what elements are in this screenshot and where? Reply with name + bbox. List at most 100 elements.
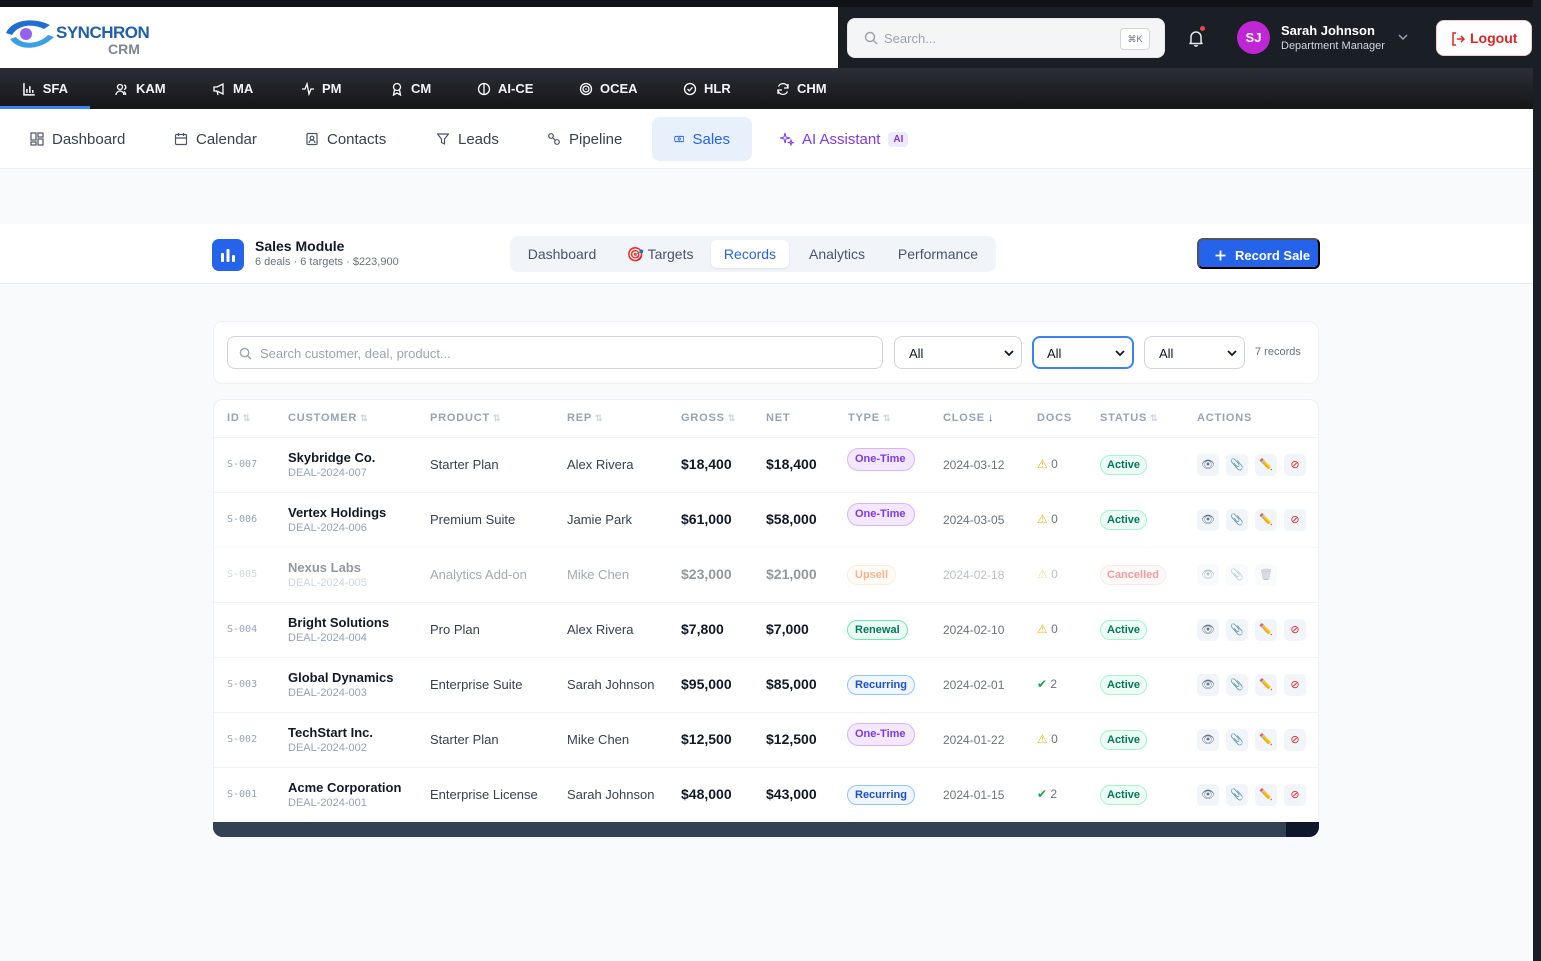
column-header-close[interactable]: CLOSE ↓	[943, 412, 994, 424]
table-row[interactable]: S-002 TechStart Inc. DEAL-2024-002 Starter …	[214, 712, 1318, 767]
table-row[interactable]: S-007 Skybridge Co. DEAL-2024-007 Starter P…	[214, 437, 1318, 492]
view-button[interactable]: 👁	[1197, 509, 1219, 531]
chevron-down-icon[interactable]	[1397, 31, 1409, 43]
view-button[interactable]: 👁	[1197, 729, 1219, 751]
notification-dot	[1199, 25, 1206, 32]
attach-button[interactable]: 📎	[1226, 619, 1248, 641]
view-button[interactable]: 👁	[1197, 674, 1219, 696]
notifications-button[interactable]	[1186, 25, 1206, 48]
module-tab-pm[interactable]: PM	[301, 68, 342, 109]
customer-name[interactable]: Acme Corporation	[288, 780, 402, 795]
tab-performance[interactable]: Performance	[897, 246, 979, 262]
attach-button[interactable]: 📎	[1226, 509, 1248, 531]
edit-button[interactable]: ✏️	[1255, 454, 1277, 476]
cancel-button[interactable]: ⊘	[1284, 784, 1306, 806]
subnav-ai-assistant[interactable]: AI Assistant AI	[780, 117, 909, 161]
tab-analytics[interactable]: Analytics	[808, 246, 866, 262]
view-button[interactable]: 👁	[1197, 784, 1219, 806]
edit-button[interactable]: ✏️	[1255, 784, 1277, 806]
global-search-placeholder: Search...	[884, 31, 937, 46]
table-row[interactable]: S-003 Global Dynamics DEAL-2024-003 Enterpr…	[214, 657, 1318, 712]
module-tab-ma[interactable]: MA	[212, 68, 253, 109]
edit-button[interactable]: ✏️	[1255, 729, 1277, 751]
table-row[interactable]: S-001 Acme Corporation DEAL-2024-001 Enterp…	[214, 767, 1318, 822]
filter-select-3[interactable]: All	[1144, 336, 1245, 369]
cancel-button[interactable]: ⊘	[1284, 729, 1306, 751]
logout-button[interactable]: Logout	[1436, 20, 1532, 56]
edit-button[interactable]: ✏️	[1255, 619, 1277, 641]
record-sale-button[interactable]: Record Sale	[1197, 238, 1320, 269]
avatar[interactable]: SJ	[1237, 21, 1270, 54]
attach-button[interactable]: 📎	[1226, 784, 1248, 806]
global-search[interactable]: Search... ⌘K	[847, 18, 1165, 58]
customer-name[interactable]: TechStart Inc.	[288, 725, 374, 740]
customer-name[interactable]: Global Dynamics	[288, 670, 394, 685]
edit-button[interactable]: ✏️	[1255, 509, 1277, 531]
tab-records[interactable]: Records	[711, 240, 789, 268]
delete-button[interactable]: 🗑	[1255, 564, 1277, 586]
column-header-type[interactable]: TYPE ⇅	[848, 412, 891, 424]
attach-button[interactable]: 📎	[1226, 564, 1248, 586]
subnav-contacts[interactable]: Contacts	[305, 117, 386, 161]
column-header-status[interactable]: STATUS ⇅	[1100, 412, 1159, 424]
tab-targets[interactable]: 🎯 Targets	[626, 246, 694, 262]
column-header-product[interactable]: PRODUCT ⇅	[430, 412, 501, 424]
records-search-field[interactable]	[227, 336, 883, 369]
subnav-pipeline[interactable]: Pipeline	[547, 117, 622, 161]
scrollbar-thumb[interactable]	[213, 822, 1286, 837]
subnav-dashboard[interactable]: Dashboard	[30, 117, 125, 161]
column-header-id[interactable]: ID ⇅	[227, 412, 251, 424]
user-name[interactable]: Sarah Johnson	[1281, 23, 1375, 38]
attach-button[interactable]: 📎	[1226, 674, 1248, 696]
filter-select-2[interactable]: All	[1032, 336, 1134, 369]
customer-name[interactable]: Skybridge Co.	[288, 450, 376, 465]
subnav-label: Sales	[692, 130, 730, 148]
column-header-customer[interactable]: CUSTOMER ⇅	[288, 412, 369, 424]
filter-select-1[interactable]: All	[894, 336, 1022, 369]
type-badge: One-Time	[847, 448, 915, 471]
module-tab-kam[interactable]: KAM	[115, 68, 166, 109]
view-button[interactable]: 👁	[1197, 454, 1219, 476]
sales-rep: Jamie Park	[567, 512, 633, 527]
edit-button[interactable]: ✏️	[1255, 674, 1277, 696]
product: Analytics Add-on	[430, 567, 527, 582]
attach-button[interactable]: 📎	[1226, 729, 1248, 751]
ban-icon: ⊘	[1290, 624, 1300, 636]
cancel-button[interactable]: ⊘	[1284, 674, 1306, 696]
tab-dashboard[interactable]: Dashboard	[527, 246, 597, 262]
filter-icon	[436, 133, 450, 145]
net-amount: $58,000	[766, 511, 817, 527]
view-button[interactable]: 👁	[1197, 564, 1219, 586]
attach-button[interactable]: 📎	[1226, 454, 1248, 476]
module-tab-sfa[interactable]: SFA	[0, 68, 90, 109]
records-search-input[interactable]	[260, 343, 860, 363]
module-tab-cm[interactable]: CM	[390, 68, 431, 109]
subnav-calendar[interactable]: Calendar	[174, 117, 257, 161]
table-row[interactable]: S-006 Vertex Holdings DEAL-2024-006 Premium…	[214, 492, 1318, 547]
subnav-leads[interactable]: Leads	[436, 117, 499, 161]
award-icon	[392, 82, 402, 96]
cancel-button[interactable]: ⊘	[1284, 454, 1306, 476]
column-header-net[interactable]: NET	[766, 412, 790, 424]
customer-name[interactable]: Nexus Labs	[288, 560, 361, 575]
module-tab-chm[interactable]: CHM	[776, 68, 827, 109]
customer-name[interactable]: Bright Solutions	[288, 615, 390, 630]
cancel-button[interactable]: ⊘	[1284, 509, 1306, 531]
sort-icon: ⇅	[493, 413, 502, 423]
table-row[interactable]: S-004 Bright Solutions DEAL-2024-004 Pro Pl…	[214, 602, 1318, 657]
table-row[interactable]: S-005 Nexus Labs DEAL-2024-005 Analytics Ad…	[214, 547, 1318, 602]
horizontal-scrollbar[interactable]	[213, 822, 1319, 837]
module-tab-ai-ce[interactable]: AI-CE	[477, 68, 533, 109]
column-header-label: REP	[567, 412, 593, 424]
subnav-sales[interactable]: Sales	[652, 117, 752, 161]
customer-name[interactable]: Vertex Holdings	[288, 505, 387, 520]
view-button[interactable]: 👁	[1197, 619, 1219, 641]
module-tab-hlr[interactable]: HLR	[683, 68, 731, 109]
module-tab-ocea[interactable]: OCEA	[579, 68, 638, 109]
column-header-gross[interactable]: GROSS ⇅	[681, 412, 736, 424]
column-header-docs: DOCS	[1037, 412, 1072, 424]
pencil-icon: ✏️	[1259, 514, 1273, 526]
cancel-button[interactable]: ⊘	[1284, 619, 1306, 641]
column-header-rep[interactable]: REP ⇅	[567, 412, 603, 424]
module-label: KAM	[136, 81, 166, 96]
